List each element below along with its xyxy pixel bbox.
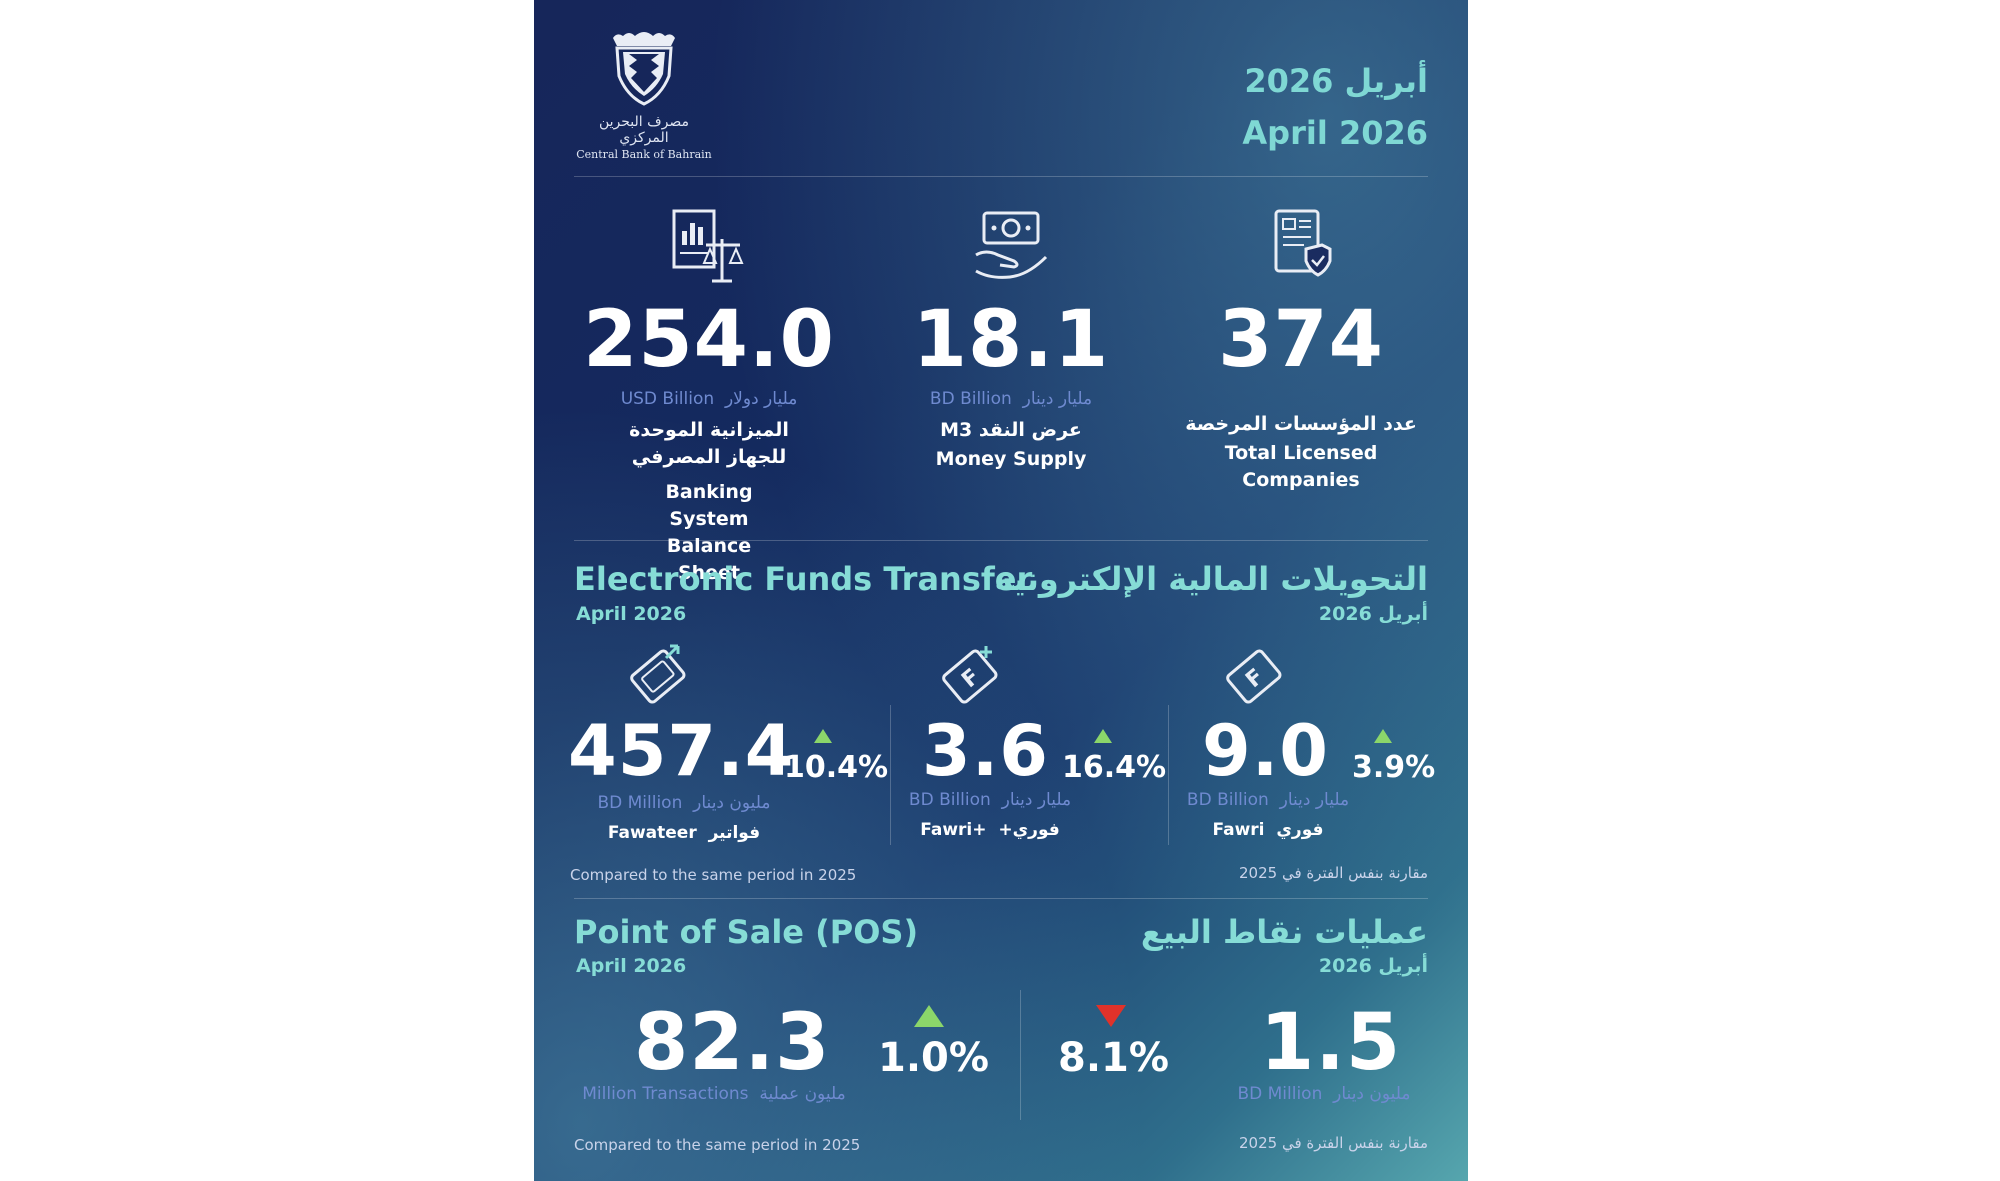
central-bank-of-bahrain-crest-icon <box>613 32 675 106</box>
fawateer-unit: BD Million مليون دينار <box>584 793 784 813</box>
fawri-plus-unit-en: BD Billion <box>908 790 991 810</box>
fawri-unit-ar: مليار دينار <box>1279 790 1350 810</box>
pos-transactions-value: 82.3 <box>634 998 831 1088</box>
pos-value-unit: BD Million مليون دينار <box>1214 1084 1434 1104</box>
kpi-licensed-companies-label-en: Total Licensed Companies <box>1224 442 1378 491</box>
pos-value-change: 8.1% <box>1058 1035 1169 1081</box>
fawri-plus-unit-ar: مليار دينار <box>1001 790 1072 810</box>
fawateer-label-ar: فواتير <box>708 823 761 843</box>
fawateer-up-icon <box>814 729 832 743</box>
pos-transactions-unit-ar: مليون عملية <box>759 1084 846 1104</box>
pos-note-en: Compared to the same period in 2025 <box>574 1136 861 1154</box>
fawri-card-icon: F <box>1220 640 1292 712</box>
fawri-plus-label: Fawri+ فوري+ <box>900 817 1080 844</box>
pos-transactions-unit: Million Transactions مليون عملية <box>574 1084 854 1104</box>
eft-sub-ar: أبريل 2026 <box>1318 603 1428 625</box>
pos-sub-ar: أبريل 2026 <box>1318 955 1428 977</box>
pos-transactions-unit-en: Million Transactions <box>582 1084 749 1104</box>
logo-name-en: Central Bank of Bahrain <box>576 148 712 161</box>
divider-bottom <box>574 898 1428 899</box>
eft-note-en: Compared to the same period in 2025 <box>570 866 857 884</box>
kpi-balance-sheet-unit: USD Billion مليار دولار <box>564 389 854 409</box>
kpi-balance-sheet-unit-en: USD Billion <box>620 389 715 409</box>
eft-title-ar: التحويلات المالية الإلكترونية <box>994 560 1428 598</box>
fawri-change: 3.9% <box>1352 750 1436 785</box>
fawri-label: Fawri فوري <box>1178 817 1358 844</box>
pos-title-ar: عمليات نقاط البيع <box>1140 913 1428 951</box>
pos-value-down-icon <box>1096 1005 1126 1027</box>
kpi-money-supply-label-ar: عرض النقد M3 <box>940 419 1082 441</box>
eft-separator-1 <box>890 705 891 845</box>
kpi-licensed-companies-label-ar: عدد المؤسسات المرخصة <box>1185 413 1417 435</box>
balance-sheet-scale-icon <box>672 209 744 283</box>
fawri-label-en: Fawri <box>1212 820 1265 840</box>
fawri-plus-value: 3.6 <box>922 710 1050 792</box>
kpi-balance-sheet-label-en: Banking System Balance Sheet <box>665 481 753 584</box>
pos-title-en: Point of Sale (POS) <box>574 913 919 951</box>
kpi-money-supply-unit-en: BD Billion <box>929 389 1012 409</box>
pos-sub-en: April 2026 <box>576 955 687 977</box>
fawri-plus-up-icon <box>1094 729 1112 743</box>
divider-top <box>574 176 1428 177</box>
pos-value-value: 1.5 <box>1260 998 1402 1088</box>
divider-middle <box>574 540 1428 541</box>
date-en: April 2026 <box>1242 114 1428 152</box>
fawateer-label-en: Fawateer <box>607 823 697 843</box>
fawri-unit-en: BD Billion <box>1186 790 1269 810</box>
fawri-plus-label-ar: فوري+ <box>998 820 1060 840</box>
fawri-plus-label-en: Fawri+ <box>920 820 987 840</box>
fawateer-card-icon <box>624 640 696 712</box>
kpi-licensed-companies-value: 374 <box>1218 295 1384 385</box>
logo-name-ar: مصرف البحرين المركزي <box>598 114 690 146</box>
fawateer-unit-ar: مليون دينار <box>693 793 771 813</box>
fawateer-unit-en: BD Million <box>597 793 683 813</box>
pos-value-unit-ar: مليون دينار <box>1333 1084 1411 1104</box>
kpi-balance-sheet-unit-ar: مليار دولار <box>724 389 798 409</box>
money-hand-icon <box>975 211 1048 279</box>
fawri-label-ar: فوري <box>1276 820 1324 840</box>
pos-value-unit-en: BD Million <box>1237 1084 1323 1104</box>
fawri-plus-card-icon: F <box>936 640 1008 712</box>
pos-transactions-up-icon <box>914 1005 944 1027</box>
fawateer-change: 10.4% <box>784 750 889 785</box>
fawri-value: 9.0 <box>1202 710 1330 792</box>
kpi-money-supply-value: 18.1 <box>912 295 1110 385</box>
eft-title-en: Electronic Funds Transfer <box>574 560 1033 598</box>
fawri-unit: BD Billion مليار دينار <box>1178 790 1358 810</box>
logo: مصرف البحرين المركزي Central Bank of Bah… <box>574 30 714 161</box>
pos-note-ar: مقارنة بنفس الفترة في 2025 <box>1239 1134 1428 1152</box>
pos-transactions-change: 1.0% <box>878 1035 989 1081</box>
kpi-licensed-companies: 374 عدد المؤسسات المرخصة Total Licensed … <box>1156 205 1446 494</box>
pos-separator <box>1020 990 1021 1120</box>
fawri-up-icon <box>1374 729 1392 743</box>
kpi-balance-sheet-label-ar: الميزانية الموحدة للجهاز المصرفي <box>629 419 789 468</box>
kpi-balance-sheet: 254.0 USD Billion مليار دولار الميزانية … <box>564 205 854 587</box>
eft-separator-2 <box>1168 705 1169 845</box>
fawri-plus-change: 16.4% <box>1062 750 1167 785</box>
kpi-balance-sheet-value: 254.0 <box>583 295 835 385</box>
kpi-money-supply-unit: BD Billion مليار دينار <box>866 389 1156 409</box>
licensed-document-shield-icon <box>1274 209 1332 277</box>
fawateer-value: 457.4 <box>568 710 795 792</box>
fawateer-label: Fawateer فواتير <box>584 820 784 847</box>
kpi-money-supply: 18.1 BD Billion مليار دينار عرض النقد M3… <box>866 205 1156 473</box>
infographic-card: مصرف البحرين المركزي Central Bank of Bah… <box>534 0 1468 1181</box>
kpi-money-supply-unit-ar: مليار دينار <box>1022 389 1093 409</box>
eft-sub-en: April 2026 <box>576 603 687 625</box>
date-ar: أبريل 2026 <box>1244 62 1428 100</box>
fawri-plus-unit: BD Billion مليار دينار <box>900 790 1080 810</box>
eft-note-ar: مقارنة بنفس الفترة في 2025 <box>1239 864 1428 882</box>
kpi-money-supply-label-en: Money Supply <box>935 448 1087 470</box>
